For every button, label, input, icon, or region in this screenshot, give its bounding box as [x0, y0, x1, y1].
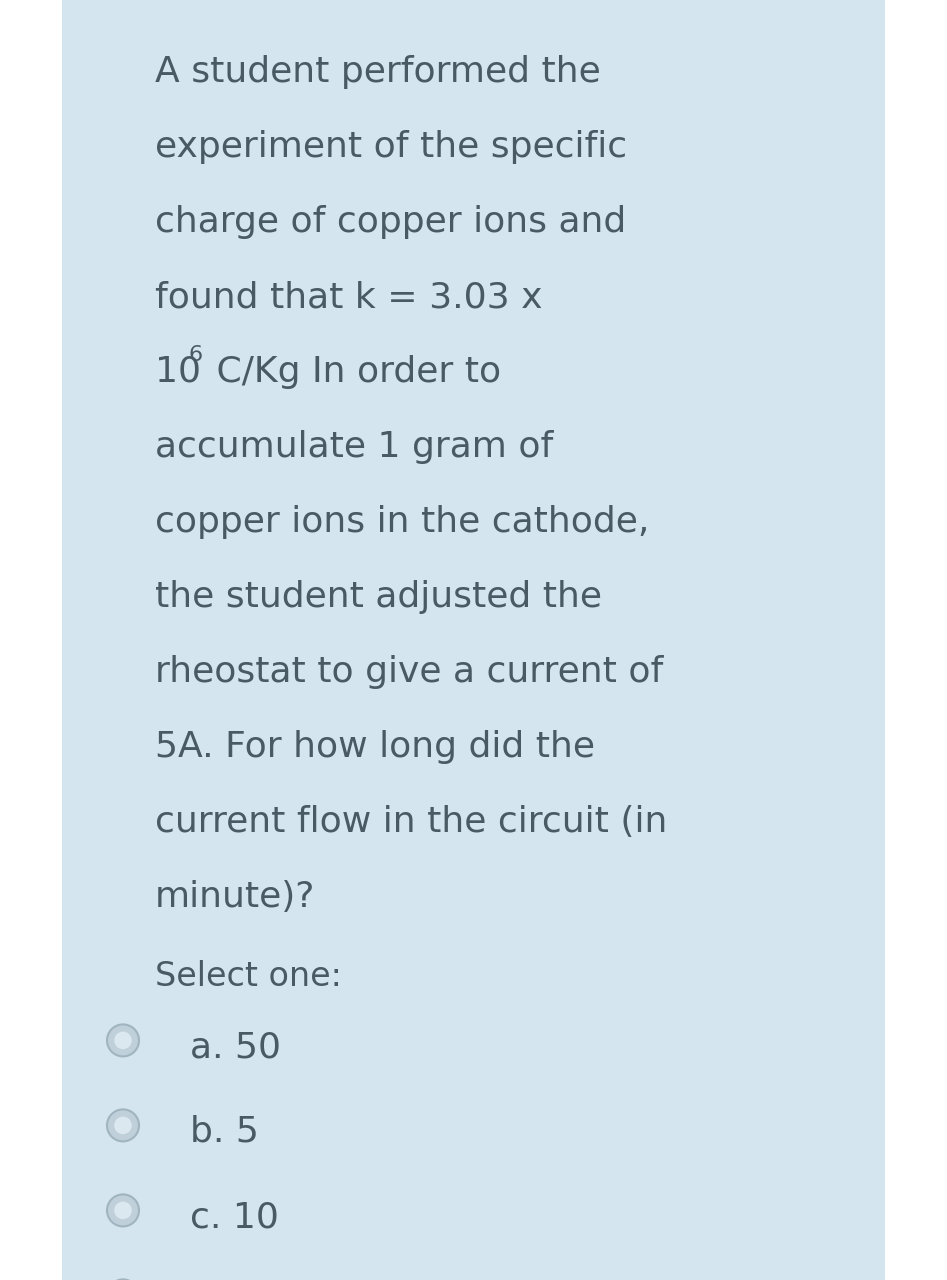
Text: minute)?: minute)? — [155, 881, 315, 914]
Text: A student performed the: A student performed the — [155, 55, 600, 90]
Ellipse shape — [115, 1116, 132, 1134]
Bar — [0, 0, 62, 1280]
Ellipse shape — [115, 1032, 132, 1050]
Text: charge of copper ions and: charge of copper ions and — [155, 205, 626, 239]
Text: 6: 6 — [188, 346, 202, 365]
Text: b. 5: b. 5 — [190, 1115, 259, 1149]
Text: rheostat to give a current of: rheostat to give a current of — [155, 655, 663, 689]
Text: a. 50: a. 50 — [190, 1030, 281, 1064]
Text: the student adjusted the: the student adjusted the — [155, 580, 602, 614]
Ellipse shape — [107, 1024, 139, 1056]
Text: C/Kg In order to: C/Kg In order to — [205, 355, 501, 389]
Ellipse shape — [107, 1110, 139, 1142]
Bar — [885, 0, 947, 1280]
Text: 5A. For how long did the: 5A. For how long did the — [155, 730, 595, 764]
Ellipse shape — [107, 1194, 139, 1226]
Text: experiment of the specific: experiment of the specific — [155, 131, 627, 164]
Text: 10: 10 — [155, 355, 201, 389]
Text: found that k = 3.03 x: found that k = 3.03 x — [155, 280, 543, 314]
Ellipse shape — [115, 1202, 132, 1220]
Text: c. 10: c. 10 — [190, 1201, 278, 1234]
Text: Select one:: Select one: — [155, 960, 342, 993]
Text: accumulate 1 gram of: accumulate 1 gram of — [155, 430, 553, 463]
Text: current flow in the circuit (in: current flow in the circuit (in — [155, 805, 668, 838]
Text: copper ions in the cathode,: copper ions in the cathode, — [155, 506, 650, 539]
